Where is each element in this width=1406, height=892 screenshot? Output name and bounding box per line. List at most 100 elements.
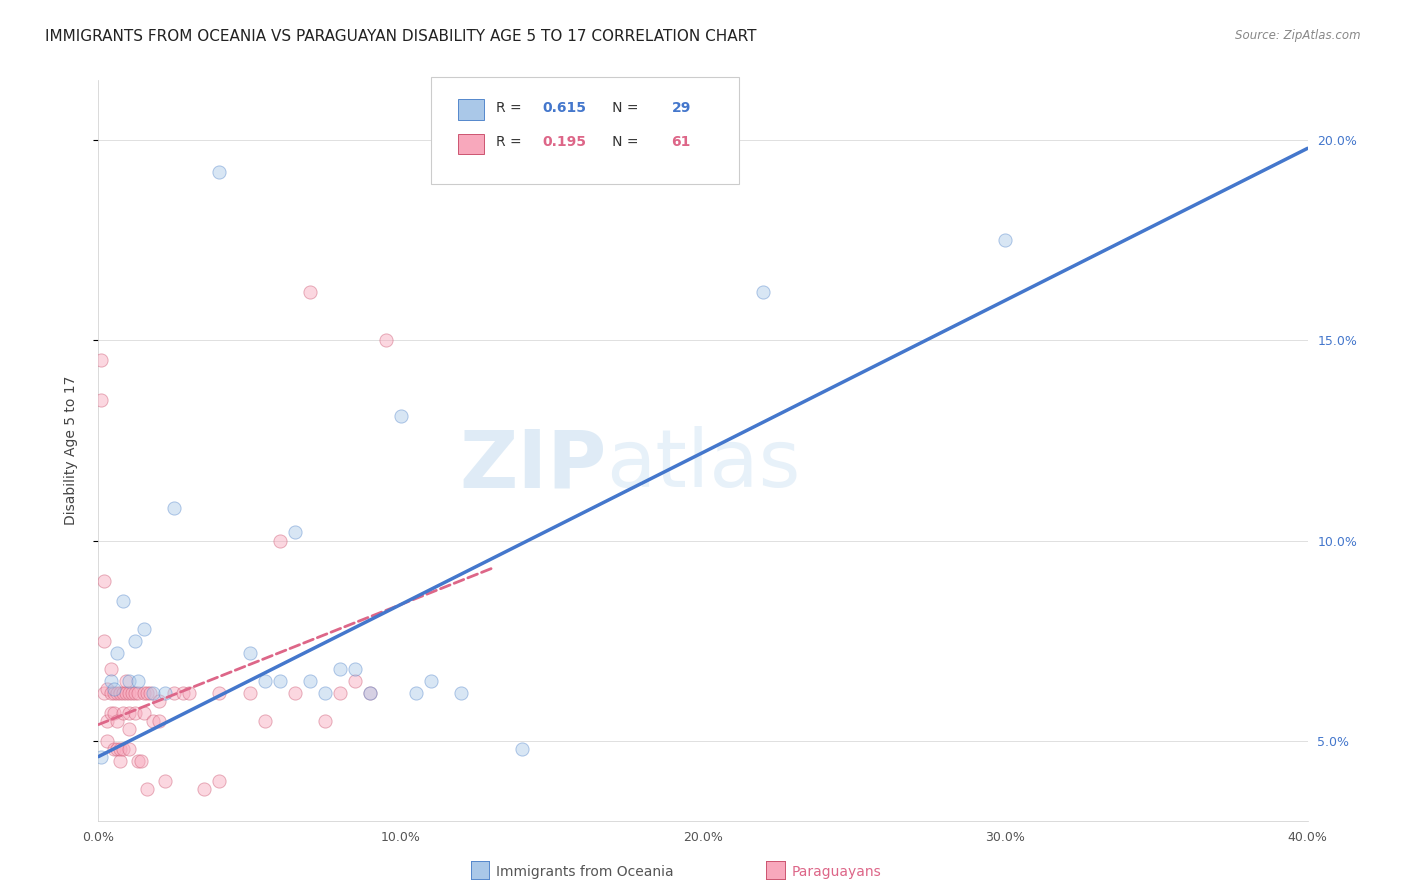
Point bbox=[103, 706, 125, 720]
Point bbox=[108, 754, 131, 768]
Point bbox=[208, 685, 231, 699]
Point bbox=[208, 165, 231, 179]
Point bbox=[360, 685, 382, 699]
Point bbox=[132, 622, 155, 636]
Point bbox=[374, 334, 396, 348]
Point bbox=[224, 822, 246, 836]
Point bbox=[90, 393, 112, 408]
Point bbox=[108, 685, 131, 699]
Point bbox=[100, 673, 122, 688]
Point bbox=[239, 646, 262, 660]
Point bbox=[118, 722, 141, 736]
Point bbox=[105, 646, 128, 660]
Text: N =: N = bbox=[599, 136, 643, 150]
Point bbox=[103, 741, 125, 756]
Point bbox=[510, 741, 533, 756]
Point bbox=[153, 685, 176, 699]
Point bbox=[284, 525, 307, 540]
Point bbox=[344, 662, 367, 676]
Point bbox=[142, 685, 165, 699]
Point bbox=[118, 741, 141, 756]
Point bbox=[127, 685, 149, 699]
Point bbox=[994, 233, 1017, 247]
Bar bbox=[457, 134, 484, 154]
Text: 0.195: 0.195 bbox=[543, 136, 586, 150]
Point bbox=[239, 685, 262, 699]
Point bbox=[179, 685, 201, 699]
Point bbox=[127, 673, 149, 688]
Point bbox=[329, 685, 352, 699]
Point bbox=[148, 714, 170, 728]
Point bbox=[111, 685, 134, 699]
Text: Source: ZipAtlas.com: Source: ZipAtlas.com bbox=[1236, 29, 1361, 42]
Point bbox=[118, 685, 141, 699]
Point bbox=[163, 501, 186, 516]
Point bbox=[752, 285, 775, 300]
Text: N =: N = bbox=[599, 101, 643, 115]
Point bbox=[103, 685, 125, 699]
Point bbox=[114, 685, 136, 699]
Point bbox=[135, 685, 157, 699]
Point bbox=[360, 685, 382, 699]
Point bbox=[142, 714, 165, 728]
Point bbox=[405, 685, 427, 699]
Text: 29: 29 bbox=[672, 101, 690, 115]
Point bbox=[105, 685, 128, 699]
Point bbox=[253, 673, 276, 688]
Point bbox=[314, 714, 336, 728]
Text: 0.615: 0.615 bbox=[543, 101, 586, 115]
Point bbox=[172, 685, 194, 699]
Point bbox=[269, 533, 291, 548]
Point bbox=[148, 693, 170, 707]
Point bbox=[100, 662, 122, 676]
Point bbox=[132, 706, 155, 720]
Point bbox=[111, 741, 134, 756]
Point bbox=[124, 706, 146, 720]
Point bbox=[314, 685, 336, 699]
Point bbox=[389, 409, 412, 424]
Point bbox=[124, 633, 146, 648]
Point bbox=[118, 706, 141, 720]
Point bbox=[163, 685, 186, 699]
Point bbox=[105, 714, 128, 728]
Point bbox=[253, 714, 276, 728]
Text: IMMIGRANTS FROM OCEANIA VS PARAGUAYAN DISABILITY AGE 5 TO 17 CORRELATION CHART: IMMIGRANTS FROM OCEANIA VS PARAGUAYAN DI… bbox=[45, 29, 756, 44]
Text: 61: 61 bbox=[672, 136, 690, 150]
Point bbox=[90, 353, 112, 368]
Text: R =: R = bbox=[496, 101, 526, 115]
Bar bbox=[457, 99, 484, 120]
Point bbox=[114, 673, 136, 688]
Point bbox=[420, 673, 443, 688]
Text: Paraguayans: Paraguayans bbox=[792, 865, 882, 880]
Text: ZIP: ZIP bbox=[458, 426, 606, 504]
Point bbox=[111, 706, 134, 720]
Point bbox=[299, 285, 322, 300]
Point bbox=[96, 733, 118, 747]
Point bbox=[93, 574, 115, 588]
Point bbox=[93, 633, 115, 648]
Point bbox=[124, 685, 146, 699]
Text: atlas: atlas bbox=[606, 426, 800, 504]
Point bbox=[100, 706, 122, 720]
Point bbox=[100, 685, 122, 699]
Point bbox=[299, 673, 322, 688]
Point bbox=[284, 685, 307, 699]
Point bbox=[111, 593, 134, 607]
Point bbox=[90, 749, 112, 764]
FancyBboxPatch shape bbox=[432, 77, 740, 184]
Point bbox=[93, 685, 115, 699]
Point bbox=[96, 681, 118, 696]
Point bbox=[108, 741, 131, 756]
Point bbox=[121, 685, 143, 699]
Text: R =: R = bbox=[496, 136, 526, 150]
Point bbox=[193, 781, 215, 796]
Y-axis label: Disability Age 5 to 17: Disability Age 5 to 17 bbox=[63, 376, 77, 525]
Point bbox=[135, 781, 157, 796]
Point bbox=[105, 741, 128, 756]
Point bbox=[208, 773, 231, 788]
Point bbox=[329, 662, 352, 676]
Text: Immigrants from Oceania: Immigrants from Oceania bbox=[496, 865, 673, 880]
Point bbox=[153, 773, 176, 788]
Point bbox=[129, 754, 152, 768]
Point bbox=[96, 714, 118, 728]
